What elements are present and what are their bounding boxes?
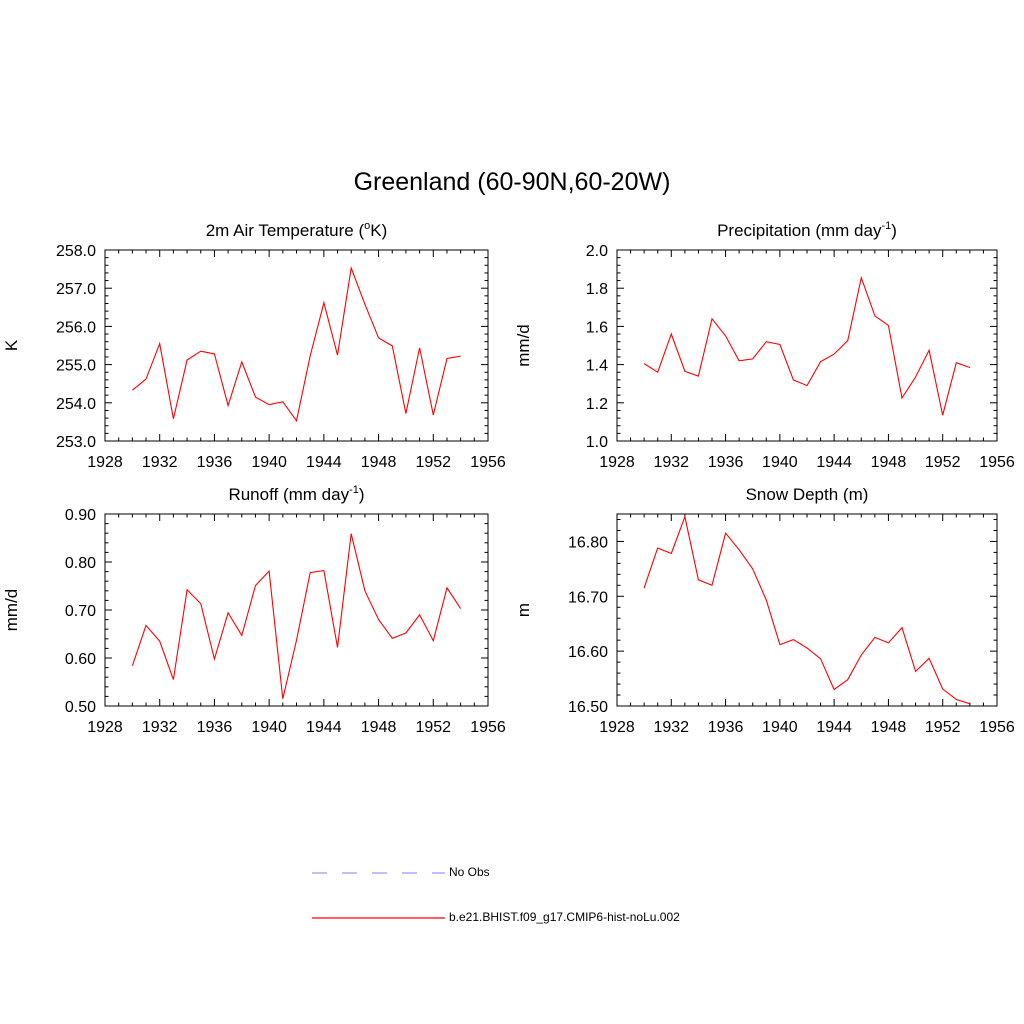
x-tick-label: 1952 [415,719,451,736]
panel-air-temperature: 1928 1932 1936 1940 1944 1948 1952 1956 253.0 254… [2,220,506,471]
panel-runoff: 1928 1932 1936 1940 1944 1948 1952 1956 0.50 0.60… [2,484,506,736]
x-tick-label: 1928 [599,454,635,471]
x-tick-label: 1928 [87,719,123,736]
plot-frame [616,249,998,442]
panel-title-snow-depth: Snow Depth (m) [746,485,869,504]
y-tick-label: 2.0 [586,243,608,260]
x-tick-label: 1928 [599,719,635,736]
y-tick-label: 0.60 [65,651,96,668]
series-line-air-temperature [132,265,461,423]
x-tick-label: 1940 [762,719,798,736]
x-tick-label: 1940 [762,454,798,471]
legend [312,872,445,919]
y-tick-label: 0.80 [65,555,96,572]
legend-label-model: b.e21.BHIST.f09_g17.CMIP6-hist-noLu.002 [449,910,680,924]
y-tick-label: 16.60 [568,644,608,661]
x-tick-label: 1944 [306,719,342,736]
x-tick-label: 1944 [816,719,852,736]
panel-title-air-temperature: 2m Air Temperature (oK) [206,220,388,240]
y-tick-label: 0.90 [65,507,96,524]
x-tick-label: 1952 [925,719,961,736]
y-tick-label: 1.4 [586,358,608,375]
x-tick-label: 1936 [708,454,744,471]
y-tick-label: 253.0 [56,434,96,451]
panel-precipitation: 1928 1932 1936 1940 1944 1948 1952 1956 1.0 1.2 1.… [514,220,1015,471]
x-tick-label: 1940 [251,719,287,736]
panel-title-precipitation: Precipitation (mm day-1) [717,220,897,240]
x-tick-label: 1956 [470,454,506,471]
series-line-snow-depth [643,514,971,705]
x-tick-label: 1936 [197,454,233,471]
panel-title-runoff: Runoff (mm day-1) [228,484,364,504]
y-tick-label: 254.0 [56,396,96,413]
plot-frame [616,513,998,707]
plot-frame [104,513,489,707]
y-tick-label: 16.50 [568,699,608,716]
x-tick-label: 1952 [925,454,961,471]
x-tick-label: 1932 [142,719,178,736]
x-tick-label: 1932 [653,454,689,471]
y-tick-label: 0.50 [65,699,96,716]
x-tick-label: 1948 [871,719,907,736]
y-axis-label: mm/d [2,589,21,632]
y-tick-label: 1.6 [586,319,608,336]
x-tick-label: 1948 [361,454,397,471]
y-tick-label: 16.70 [568,589,608,606]
y-tick-label: 1.2 [586,396,608,413]
panel-snow-depth: 1928 1932 1936 1940 1944 1948 1952 1956 16.50 16.… [514,485,1015,736]
x-tick-label: 1956 [979,454,1015,471]
x-tick-label: 1928 [87,454,123,471]
x-tick-label: 1940 [251,454,287,471]
x-tick-label: 1956 [470,719,506,736]
x-tick-label: 1932 [653,719,689,736]
y-tick-label: 1.8 [586,281,608,298]
legend-label-no-obs: No Obs [449,865,490,879]
x-tick-label: 1956 [979,719,1015,736]
y-axis-label: m [514,603,533,617]
y-tick-label: 16.80 [568,534,608,551]
y-tick-label: 257.0 [56,281,96,298]
x-tick-label: 1952 [415,454,451,471]
figure-title: Greenland (60-90N,60-20W) [353,168,671,196]
x-tick-label: 1948 [361,719,397,736]
y-tick-label: 258.0 [56,243,96,260]
y-tick-label: 0.70 [65,603,96,620]
x-tick-label: 1932 [142,454,178,471]
y-axis-label: K [2,339,21,351]
y-tick-label: 255.0 [56,358,96,375]
y-axis-label: mm/d [514,324,533,367]
series-line-precipitation [643,275,971,416]
x-tick-label: 1936 [708,719,744,736]
series-line-runoff [131,533,462,699]
x-tick-label: 1936 [197,719,233,736]
x-tick-label: 1944 [306,454,342,471]
y-tick-label: 1.0 [586,434,608,451]
plot-frame [104,249,489,442]
x-tick-label: 1944 [816,454,852,471]
x-tick-label: 1948 [871,454,907,471]
y-tick-label: 256.0 [56,319,96,336]
